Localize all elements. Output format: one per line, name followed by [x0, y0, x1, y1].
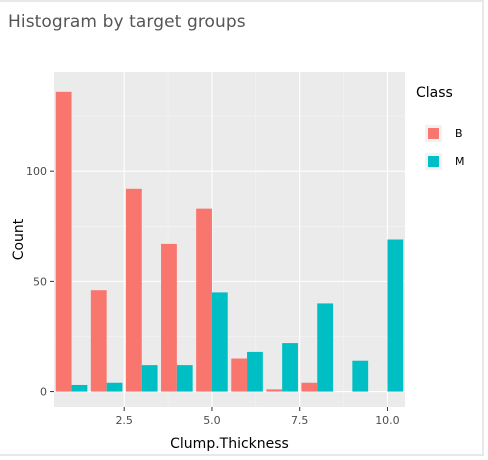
y-tick-label: 50	[33, 275, 47, 288]
bar-B-2	[90, 290, 107, 392]
bar-B-1	[55, 91, 72, 392]
legend-label-M: M	[455, 155, 465, 168]
bars	[55, 91, 404, 392]
bar-B-8	[301, 382, 318, 392]
x-tick-label: 7.5	[291, 414, 309, 427]
bar-B-5	[196, 208, 212, 392]
legend-swatch-B	[428, 128, 439, 139]
x-axis-title: Clump.Thickness	[170, 436, 289, 452]
bar-M-10	[387, 239, 404, 392]
bar-B-4	[161, 243, 177, 392]
y-axis: 0 50 100	[26, 165, 54, 399]
bar-M-4	[176, 365, 193, 392]
bar-M-6	[247, 351, 263, 392]
y-axis-title: Count	[11, 218, 27, 260]
legend: Class B M	[416, 85, 465, 170]
x-tick-label: 10.0	[375, 414, 400, 427]
chart-title: Histogram by target groups	[8, 12, 246, 32]
bar-B-6	[231, 358, 248, 392]
legend-label-B: B	[455, 127, 463, 140]
legend-title: Class	[416, 85, 453, 101]
plot-background	[54, 72, 405, 407]
bar-B-3	[125, 188, 142, 392]
x-tick-label: 2.5	[115, 414, 133, 427]
y-tick-label: 100	[26, 165, 47, 178]
bar-M-1	[71, 384, 88, 392]
y-tick-label: 0	[40, 386, 47, 399]
x-axis: 2.5 5.0 7.5 10.0	[115, 407, 400, 427]
bar-M-9	[352, 360, 369, 392]
bar-M-8	[317, 303, 334, 392]
bar-M-7	[282, 343, 298, 392]
x-tick-label: 5.0	[203, 414, 221, 427]
bar-M-3	[141, 365, 158, 392]
bar-M-2	[106, 382, 123, 392]
legend-swatch-M	[428, 156, 439, 167]
bar-M-5	[211, 292, 228, 392]
bar-B-7	[266, 389, 283, 392]
